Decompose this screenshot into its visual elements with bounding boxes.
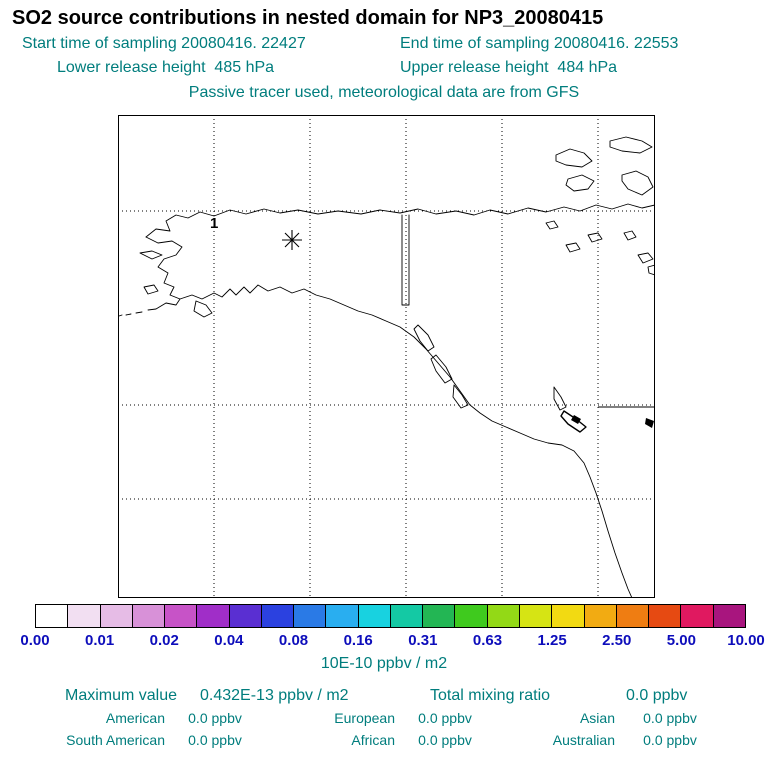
colorbar-cell: [583, 605, 616, 627]
colorbar-tick-label: 0.08: [278, 632, 309, 649]
region-name: South American: [66, 732, 165, 748]
map-panel: 1: [118, 115, 655, 598]
colorbar-cell: [99, 605, 132, 627]
colorbar-cell: [680, 605, 713, 627]
colorbar-cell: [648, 605, 681, 627]
plot-title: SO2 source contributions in nested domai…: [12, 7, 604, 29]
colorbar-cell: [486, 605, 519, 627]
colorbar-cell: [67, 605, 100, 627]
region-contributions-grid: American 0.0 ppbv European 0.0 ppbv Asian 0.0…: [30, 710, 735, 748]
start-time-text: Start time of sampling 20080416. 22427: [22, 35, 306, 52]
end-time-text: End time of sampling 20080416. 22553: [400, 35, 679, 52]
colorbar-cell: [551, 605, 584, 627]
colorbar-tick-label: 0.04: [214, 632, 244, 649]
colorbar-cell: [518, 605, 552, 627]
colorbar-cell: [260, 605, 294, 627]
receptor-marker-asterisk: [282, 230, 302, 250]
colorbar-cell: [164, 605, 197, 627]
region-value: 0.0 ppbv: [418, 710, 472, 726]
colorbar-tick-label: 0.00: [20, 632, 50, 649]
colorbar-tick-label: 0.31: [408, 632, 438, 649]
region-name: American: [105, 710, 165, 726]
colorbar-cell: [325, 605, 358, 627]
upper-release-text: Upper release height 484 hPa: [400, 59, 618, 76]
region-value: 0.0 ppbv: [643, 732, 697, 748]
colorbar-tick-label: 0.63: [472, 632, 503, 649]
coastline-paths: [118, 136, 655, 598]
colorbar-cell: [454, 605, 487, 627]
colorbar: [35, 604, 746, 628]
colorbar-cell: [389, 605, 423, 627]
tracer-note-text: Passive tracer used, meteorological data…: [188, 84, 580, 101]
region-value: 0.0 ppbv: [188, 732, 242, 748]
colorbar-cell: [196, 605, 229, 627]
map-canvas: 1: [118, 115, 655, 598]
receptor-marker-label: 1: [210, 215, 218, 232]
colorbar-tick-label: 0.16: [343, 632, 373, 649]
region-value: 0.0 ppbv: [418, 732, 472, 748]
colorbar-tick-label: 1.25: [537, 632, 567, 649]
colorbar-unit-label: 10E-10 ppbv / m2: [320, 655, 448, 672]
colorbar-tick-row: 0.00 0.01 0.02 0.04 0.08 0.16 0.31 0.63 1.25 2.50…: [20, 632, 764, 649]
colorbar-tick-label: 5.00: [666, 632, 696, 649]
colorbar-cell: [293, 605, 326, 627]
colorbar-tick-label: 2.50: [602, 632, 632, 649]
colorbar-tick-label: 10.00: [727, 632, 765, 649]
colorbar-cell: [131, 605, 165, 627]
region-name: European: [334, 710, 395, 726]
max-value-text: 0.432E-13 ppbv / m2: [200, 687, 349, 704]
region-name: Asian: [579, 710, 615, 726]
region-name: African: [351, 732, 395, 748]
total-mixing-ratio-label: Total mixing ratio: [430, 687, 551, 704]
colorbar-tick-label: 0.02: [149, 632, 179, 649]
max-value-label: Maximum value: [65, 687, 178, 704]
region-value: 0.0 ppbv: [643, 710, 697, 726]
colorbar-cell: [615, 605, 649, 627]
region-name: Australian: [552, 732, 615, 748]
colorbar-cell: [422, 605, 455, 627]
colorbar-tick-label: 0.01: [85, 632, 115, 649]
colorbar-cell: [36, 605, 68, 627]
colorbar-cell: [357, 605, 390, 627]
dense-island-blobs: [571, 415, 654, 428]
colorbar-cell: [712, 605, 745, 627]
region-value: 0.0 ppbv: [188, 710, 242, 726]
lower-release-text: Lower release height 485 hPa: [57, 59, 275, 76]
map-border: [118, 115, 655, 598]
graticule-grid-lines: [118, 115, 655, 598]
total-mixing-ratio-value: 0.0 ppbv: [626, 687, 688, 704]
colorbar-cell: [228, 605, 261, 627]
